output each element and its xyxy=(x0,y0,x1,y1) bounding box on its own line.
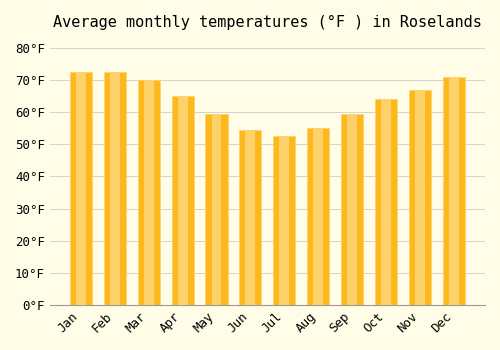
Bar xyxy=(212,114,222,305)
Bar xyxy=(274,136,295,305)
Bar xyxy=(449,77,459,305)
Bar xyxy=(104,72,126,305)
Bar xyxy=(382,99,391,305)
Bar xyxy=(348,114,358,305)
Bar xyxy=(342,114,363,305)
Bar xyxy=(314,128,324,305)
Title: Average monthly temperatures (°F ) in Roselands: Average monthly temperatures (°F ) in Ro… xyxy=(53,15,482,30)
Bar xyxy=(240,130,262,305)
Bar xyxy=(246,130,256,305)
Bar xyxy=(70,72,92,305)
Bar xyxy=(206,114,228,305)
Bar xyxy=(280,136,289,305)
Bar xyxy=(144,80,154,305)
Bar xyxy=(178,96,188,305)
Bar xyxy=(76,72,86,305)
Bar xyxy=(409,90,432,305)
Bar xyxy=(172,96,194,305)
Bar xyxy=(443,77,465,305)
Bar xyxy=(416,90,425,305)
Bar xyxy=(138,80,160,305)
Bar xyxy=(375,99,398,305)
Bar xyxy=(110,72,120,305)
Bar xyxy=(308,128,330,305)
